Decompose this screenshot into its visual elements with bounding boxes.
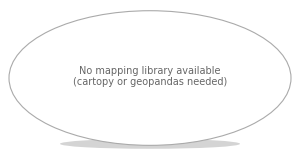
Ellipse shape (60, 139, 240, 149)
Text: No mapping library available
(cartopy or geopandas needed): No mapping library available (cartopy or… (73, 66, 227, 87)
Ellipse shape (9, 11, 291, 145)
